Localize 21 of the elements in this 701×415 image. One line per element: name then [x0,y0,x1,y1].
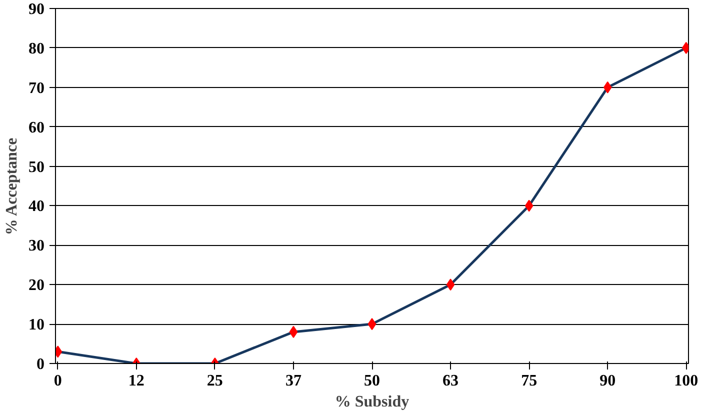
x-tick-label: 12 [128,372,144,390]
y-tick-label: 80 [28,40,44,58]
x-tick-label: 25 [206,372,223,390]
x-tick-label: 50 [364,372,380,390]
x-tick-label: 37 [285,372,302,390]
x-axis-title: % Subsidy [334,394,410,410]
x-tick-label: 75 [521,372,538,390]
x-tick-label: 63 [442,372,459,390]
y-tick-label: 90 [28,1,44,18]
y-tick-label: 50 [28,158,44,176]
y-tick-label: 70 [28,80,44,97]
x-tick-label: 100 [674,372,698,390]
y-tick-label: 20 [28,277,44,294]
y-tick-label: 60 [28,119,44,136]
y-tick-label: 40 [28,198,44,216]
x-tick-label: 90 [600,372,616,390]
y-tick-label: 30 [28,238,44,255]
y-tick-label: 0 [36,356,44,373]
y-tick-label: 10 [28,316,44,334]
x-tick-label: 0 [54,372,62,390]
y-axis-title: % Acceptance [4,138,20,236]
